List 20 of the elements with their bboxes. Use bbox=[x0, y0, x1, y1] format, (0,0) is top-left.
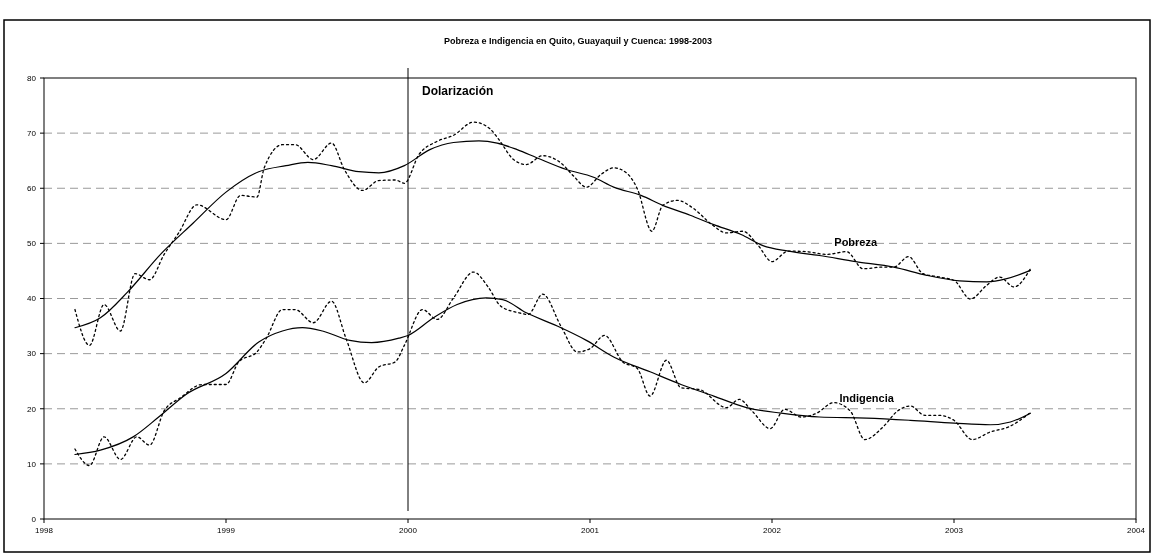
y-tick-label: 10 bbox=[27, 459, 37, 469]
x-tick-label: 1999 bbox=[217, 526, 236, 535]
y-tick-label: 50 bbox=[27, 239, 37, 249]
x-tick-label: 2003 bbox=[945, 526, 964, 535]
y-tick-label: 30 bbox=[27, 349, 37, 359]
x-tick-label: 2004 bbox=[1127, 526, 1146, 535]
y-tick-label: 40 bbox=[27, 294, 37, 304]
x-tick-label: 2002 bbox=[763, 526, 782, 535]
series-label: Indigencia bbox=[839, 392, 895, 405]
y-tick-label: 80 bbox=[27, 73, 37, 83]
x-tick-label: 2001 bbox=[581, 526, 600, 535]
ref-line-label: Dolarización bbox=[422, 84, 494, 98]
chart-title: Pobreza e Indigencia en Quito, Guayaquil y Cuenca: 1998-2003 bbox=[443, 36, 713, 46]
x-tick-label: 2000 bbox=[399, 526, 418, 535]
series-label: Pobreza bbox=[834, 235, 878, 248]
y-tick-label: 20 bbox=[27, 404, 37, 414]
y-tick-label: 0 bbox=[31, 514, 37, 524]
y-tick-label: 70 bbox=[27, 128, 37, 138]
x-tick-label: 1998 bbox=[35, 526, 54, 535]
y-tick-label: 60 bbox=[27, 184, 37, 194]
